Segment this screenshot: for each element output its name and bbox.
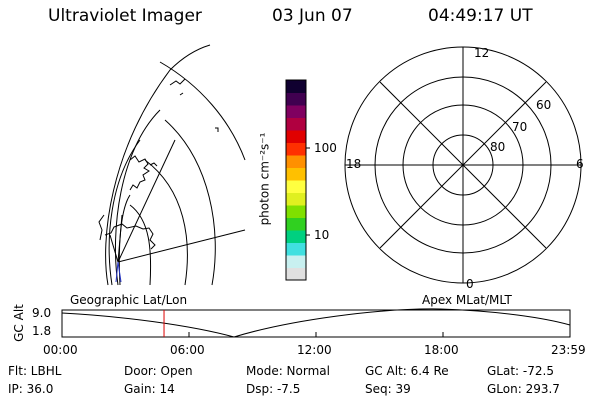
date-label: 03 Jun 07 [272, 6, 353, 26]
colorbar-segment [286, 267, 306, 281]
info-seq: Seq: 39 [365, 382, 411, 396]
mlt-18-label: 18 [346, 157, 362, 171]
colorbar-segment [286, 92, 306, 106]
colorbar-segment [286, 180, 306, 193]
lat-60-label: 60 [536, 98, 552, 112]
timeline-tick-label: 12:00 [297, 343, 332, 357]
colorbar-tick-10: 10 [314, 228, 330, 242]
info-flt: Flt: LBHL [8, 364, 62, 378]
lat-70-label: 70 [512, 120, 528, 134]
instrument-title: Ultraviolet Imager [48, 6, 202, 26]
colorbar-segment [286, 217, 306, 231]
timeline-tick-label: 06:00 [170, 343, 205, 357]
colorbar-segment [286, 117, 306, 131]
info-door: Door: Open [124, 364, 193, 378]
colorbar-segment [286, 205, 306, 218]
info-glon: GLon: 293.7 [487, 382, 560, 396]
info-dsp: Dsp: -7.5 [246, 382, 301, 396]
colorbar-tick-100: 100 [314, 141, 337, 155]
mlt-6-label: 6 [576, 157, 584, 171]
colorbar-segment [286, 167, 306, 181]
info-mode: Mode: Normal [246, 364, 330, 378]
geo-map-label: Geographic Lat/Lon [70, 293, 188, 307]
colorbar-segment [286, 192, 306, 206]
mlt-12-label: 12 [474, 46, 490, 60]
timeline-ylabel: GC Alt [11, 304, 26, 342]
timeline-ymax: 9.0 [32, 306, 52, 320]
colorbar-segment [286, 142, 306, 156]
time-label: 04:49:17 UT [428, 6, 533, 26]
info-gcalt: GC Alt: 6.4 Re [365, 364, 449, 378]
lat-80-label: 80 [490, 140, 506, 154]
colorbar-segment [286, 255, 306, 268]
polar-plot-label: Apex MLat/MLT [422, 293, 512, 307]
info-glat: GLat: -72.5 [487, 364, 554, 378]
colorbar-segment [286, 130, 306, 143]
info-gain: Gain: 14 [124, 382, 175, 396]
timeline-tick-label: 00:00 [43, 343, 78, 357]
timeline-tick-label: 23:59 [551, 343, 586, 357]
info-ip: IP: 36.0 [8, 382, 54, 396]
mlt-0-label: 0 [466, 277, 474, 291]
colorbar-segment [286, 242, 306, 256]
colorbar-segment [286, 155, 306, 168]
timeline-ymin: 1.8 [32, 324, 52, 338]
colorbar-segment [286, 80, 306, 93]
timeline-tick-label: 18:00 [424, 343, 459, 357]
colorbar-segment [286, 230, 306, 243]
colorbar-segment [286, 105, 306, 118]
